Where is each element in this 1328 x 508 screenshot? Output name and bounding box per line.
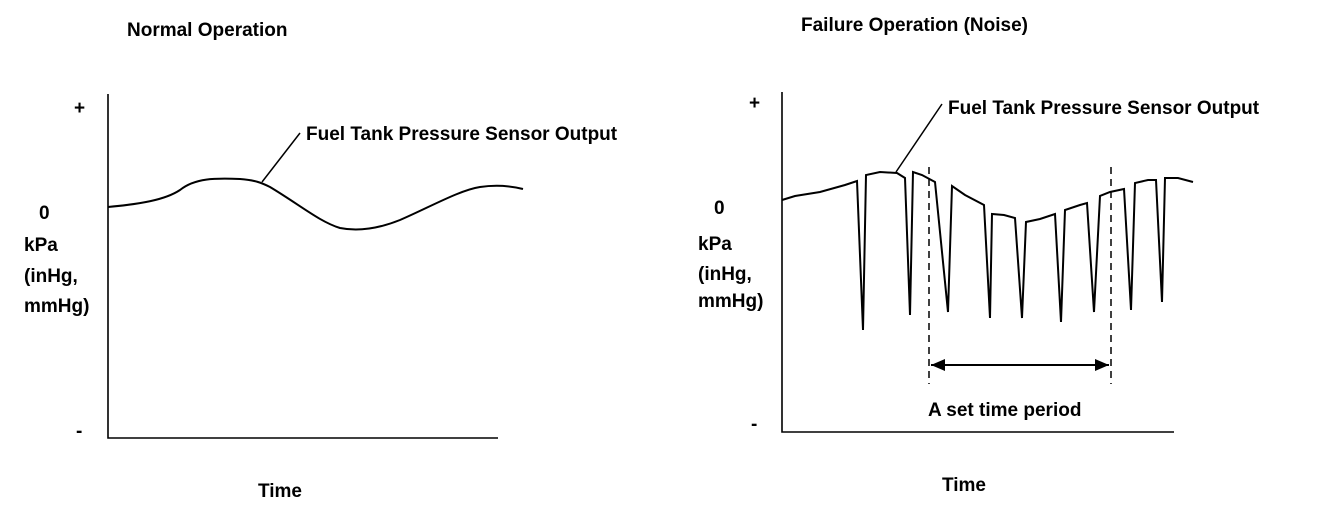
normal-y-plus: + [74,98,85,119]
normal-x-label: Time [258,481,302,502]
normal-curve-label: Fuel Tank Pressure Sensor Output [306,124,618,145]
failure-sensor-curve-noise [781,170,1194,331]
period-double-arrow [931,359,1109,371]
failure-y-plus: + [749,93,760,114]
failure-curve-leader [895,103,943,173]
normal-unit-line-2: (inHg, [24,266,78,287]
period-label: A set time period [928,400,1081,421]
failure-operation-panel: Failure Operation (Noise) + 0 - kPa (inH… [698,15,1260,496]
failure-y-zero: 0 [714,198,725,219]
normal-unit-line-1: kPa [24,235,58,256]
failure-curve-label: Fuel Tank Pressure Sensor Output [948,98,1260,119]
failure-unit-line-1: kPa [698,234,732,255]
normal-operation-panel: Normal Operation + 0 - kPa (inHg, mmHg) … [24,20,618,502]
failure-x-label: Time [942,475,986,496]
normal-curve-leader [261,132,301,183]
failure-unit-line-3: mmHg) [698,291,763,312]
failure-axes [781,92,1174,433]
normal-axes [107,94,498,439]
normal-unit-line-3: mmHg) [24,296,89,317]
normal-title: Normal Operation [127,20,287,41]
failure-y-minus: - [751,414,757,435]
failure-title: Failure Operation (Noise) [801,15,1028,36]
normal-y-minus: - [76,421,82,442]
failure-unit-line-2: (inHg, [698,264,752,285]
normal-y-zero: 0 [39,203,50,224]
normal-sensor-curve [107,177,524,231]
